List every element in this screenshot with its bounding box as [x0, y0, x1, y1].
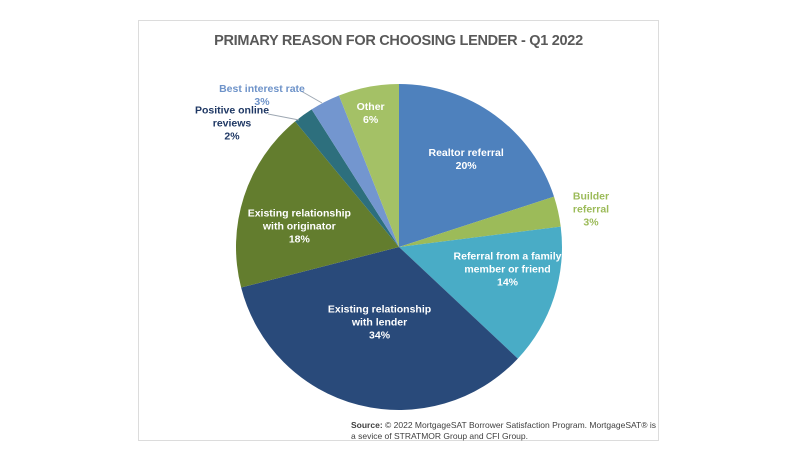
pie-slice-other: [339, 84, 399, 247]
source-note: Source: © 2022 MortgageSAT Borrower Sati…: [351, 420, 656, 442]
pie-slice-existing-relationship-with-lender: [241, 247, 518, 410]
source-line-1: Source: © 2022 MortgageSAT Borrower Sati…: [351, 420, 656, 431]
pie-chart: Realtor referral 20% Builder referral 3% R…: [139, 21, 660, 442]
pie-slice-positive-online-reviews: [295, 109, 399, 248]
leader-line-best-interest-rate: [300, 90, 323, 104]
pie-slice-realtor-referral: [399, 84, 555, 247]
leader-line-positive-online-reviews: [267, 113, 300, 121]
pie-slice-referral-from-a-family-member-or-friend: [399, 226, 562, 359]
pie-chart-svg: [235, 84, 562, 410]
source-label: Source:: [351, 420, 383, 430]
chart-title: PRIMARY REASON FOR CHOOSING LENDER - Q1 …: [214, 33, 583, 49]
chart-card: PRIMARY REASON FOR CHOOSING LENDER - Q1 …: [138, 20, 659, 441]
pie-slice-existing-relationship-with-originator: [235, 121, 399, 288]
source-text-2: a sevice of STRATMOR Group and CFI Group…: [351, 431, 528, 441]
source-text-1: © 2022 MortgageSAT Borrower Satisfaction…: [385, 420, 656, 430]
pie-slice-builder-referral: [399, 196, 561, 247]
pie-slice-best-interest-rate: [311, 95, 399, 247]
